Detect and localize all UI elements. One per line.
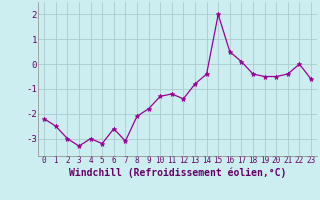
X-axis label: Windchill (Refroidissement éolien,°C): Windchill (Refroidissement éolien,°C) <box>69 168 286 178</box>
